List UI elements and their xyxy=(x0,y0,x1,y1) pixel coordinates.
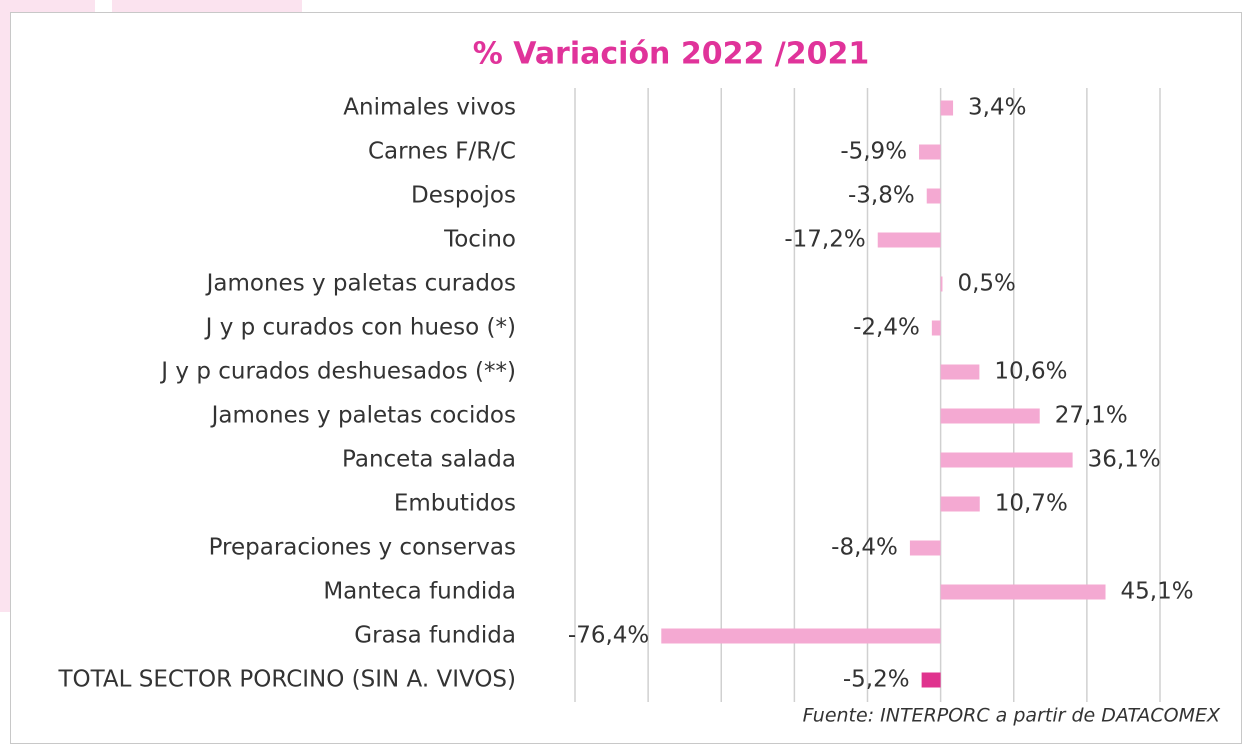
data-label: 0,5% xyxy=(957,271,1015,297)
source-note: Fuente: INTERPORC a partir de DATACOMEX xyxy=(803,705,1221,727)
data-label: 10,6% xyxy=(994,359,1067,385)
bar xyxy=(921,672,941,688)
bar xyxy=(940,100,954,116)
category-label: Jamones y paletas curados xyxy=(205,271,516,297)
decor xyxy=(0,12,10,612)
data-label: -5,9% xyxy=(840,139,907,165)
category-label: Despojos xyxy=(411,183,516,209)
bar xyxy=(931,320,941,336)
bar xyxy=(909,540,941,556)
data-label: 36,1% xyxy=(1088,447,1161,473)
bar xyxy=(940,584,1106,600)
bar xyxy=(940,452,1073,468)
bar xyxy=(661,628,941,644)
data-label: -8,4% xyxy=(831,535,898,561)
data-label: 27,1% xyxy=(1055,403,1128,429)
category-label: Embutidos xyxy=(394,491,516,517)
decor xyxy=(0,0,95,12)
bar xyxy=(926,188,941,204)
bar xyxy=(877,232,941,248)
category-label: J y p curados con hueso (*) xyxy=(204,315,516,341)
category-label: Jamones y paletas cocidos xyxy=(210,403,516,429)
category-label: TOTAL SECTOR PORCINO (SIN A. VIVOS) xyxy=(57,667,516,693)
data-label: -17,2% xyxy=(784,227,865,253)
category-label: Preparaciones y conservas xyxy=(209,535,516,561)
bar xyxy=(919,144,941,160)
data-label: 10,7% xyxy=(995,491,1068,517)
bar xyxy=(940,496,980,512)
category-label: Tocino xyxy=(443,227,516,253)
chart-title: % Variación 2022 /2021 xyxy=(473,37,870,72)
data-label: 3,4% xyxy=(968,95,1026,121)
category-label: Carnes F/R/C xyxy=(368,139,516,165)
data-label: -3,8% xyxy=(848,183,915,209)
data-label: -2,4% xyxy=(853,315,920,341)
bar xyxy=(940,364,980,380)
frame xyxy=(10,12,1242,744)
category-label: Manteca fundida xyxy=(323,579,516,605)
decor xyxy=(112,0,302,12)
category-label: Panceta salada xyxy=(342,447,516,473)
data-label: 45,1% xyxy=(1121,579,1194,605)
category-label: Grasa fundida xyxy=(354,623,516,649)
data-label: -5,2% xyxy=(843,667,910,693)
category-label: Animales vivos xyxy=(343,95,516,121)
data-label: -76,4% xyxy=(568,623,649,649)
bar xyxy=(940,408,1040,424)
category-label: J y p curados deshuesados (**) xyxy=(159,359,516,385)
bar xyxy=(940,276,943,292)
